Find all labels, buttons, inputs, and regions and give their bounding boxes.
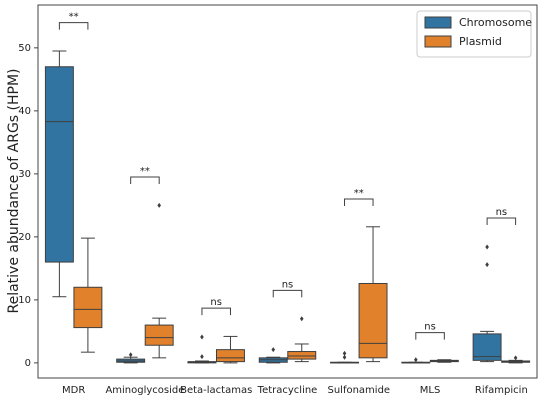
- significance-label: **: [140, 166, 150, 177]
- y-tick-label: 40: [18, 106, 31, 117]
- y-tick-label: 20: [18, 232, 31, 243]
- outlier: [299, 316, 304, 322]
- legend-swatch: [424, 35, 452, 48]
- significance-bracket: [130, 176, 160, 185]
- significance-bracket: [415, 332, 445, 340]
- outlier: [485, 244, 489, 250]
- legend-swatch: [424, 16, 452, 29]
- significance-label: ns: [210, 297, 222, 308]
- significance-label: ns: [496, 207, 508, 218]
- outlier: [342, 350, 347, 356]
- outlier: [485, 262, 489, 268]
- legend-label: Chromosome: [459, 16, 532, 29]
- significance-bracket: [272, 289, 303, 298]
- x-tick-label: Aminoglycoside: [105, 385, 184, 396]
- significance-label: ns: [282, 279, 294, 290]
- x-tick-label: Beta-lactamas: [180, 385, 252, 396]
- significance-label: **: [354, 188, 364, 199]
- significance-bracket: [486, 217, 517, 225]
- plot-frame: [37, 4, 538, 379]
- x-tick-label: MDR: [62, 385, 85, 396]
- y-axis-label: Relative abundance of ARGs (HPM): [6, 68, 22, 313]
- outlier: [128, 352, 133, 358]
- box: [73, 286, 103, 329]
- outlier: [157, 202, 161, 208]
- outlier: [342, 354, 347, 360]
- outlier: [271, 347, 276, 353]
- legend-label: Plasmid: [459, 35, 502, 48]
- box: [472, 333, 502, 361]
- x-tick-label: MLS: [420, 385, 441, 396]
- box: [44, 66, 74, 263]
- outlier: [200, 334, 204, 340]
- y-tick-label: 10: [18, 295, 31, 306]
- box: [358, 282, 388, 359]
- significance-label: ns: [424, 322, 436, 333]
- box: [287, 351, 317, 360]
- y-tick-label: 50: [18, 43, 31, 54]
- x-tick-label: Tetracycline: [257, 385, 318, 396]
- outlier: [414, 357, 418, 363]
- box: [215, 349, 245, 363]
- outlier: [200, 354, 204, 360]
- x-tick-label: Rifampicin: [475, 385, 528, 396]
- box: [144, 324, 174, 346]
- significance-bracket: [344, 198, 374, 207]
- y-tick-label: 0: [25, 358, 31, 369]
- significance-label: **: [69, 12, 79, 23]
- x-tick-label: Sulfonamide: [327, 385, 390, 396]
- significance-bracket: [58, 22, 89, 30]
- significance-bracket: [201, 307, 231, 316]
- outlier: [513, 355, 518, 361]
- y-tick-label: 30: [18, 169, 31, 180]
